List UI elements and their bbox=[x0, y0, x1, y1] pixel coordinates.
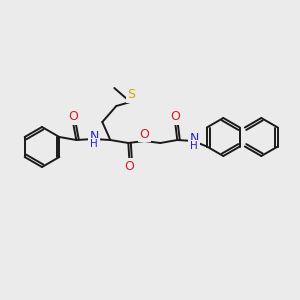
Text: O: O bbox=[124, 160, 134, 172]
Text: S: S bbox=[127, 88, 135, 101]
Text: O: O bbox=[68, 110, 78, 124]
Text: O: O bbox=[170, 110, 180, 124]
Text: H: H bbox=[90, 139, 98, 149]
Text: N: N bbox=[90, 130, 99, 143]
Text: O: O bbox=[140, 128, 149, 140]
Text: H: H bbox=[190, 141, 198, 151]
Text: N: N bbox=[190, 133, 199, 146]
